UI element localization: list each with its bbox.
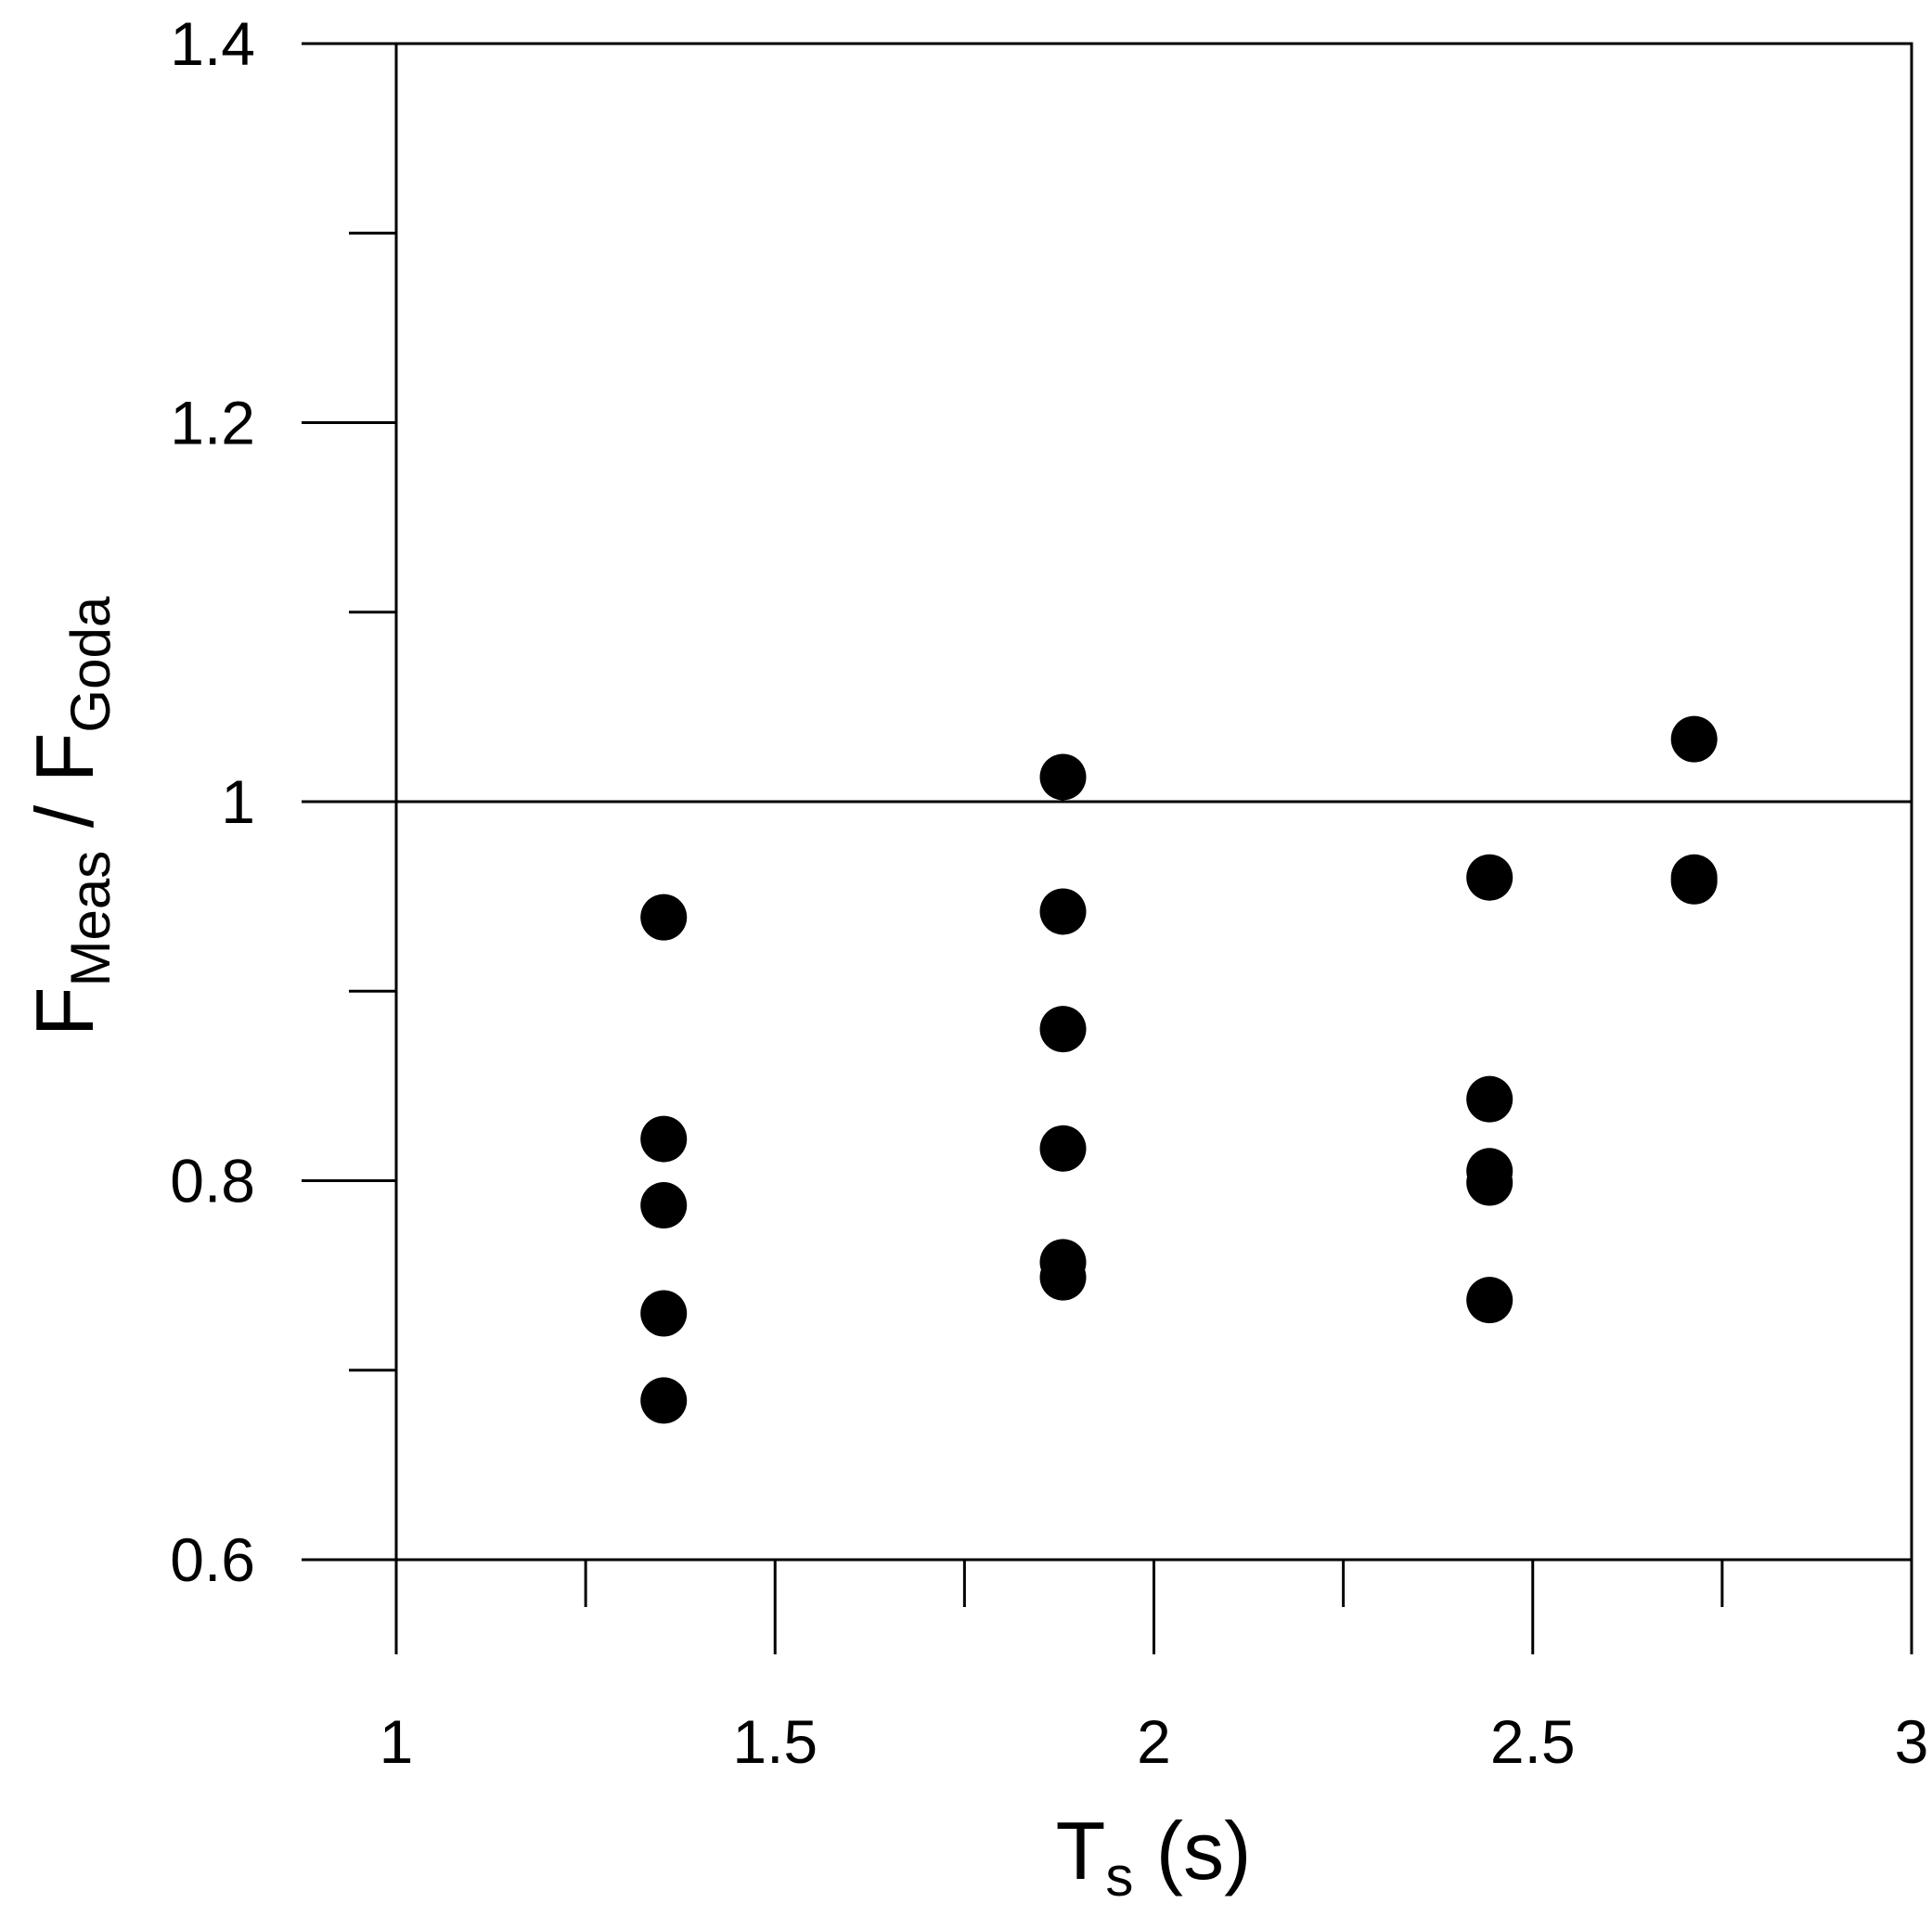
data-point (1466, 854, 1513, 901)
y-axis-title-subscript-1: Meas (59, 851, 122, 987)
data-point (640, 1290, 688, 1337)
y-axis-title: FMeas / FGoda (19, 596, 122, 1036)
data-point (1466, 1159, 1513, 1206)
data-point (640, 1182, 688, 1229)
y-axis-ticks (302, 42, 396, 1562)
y-axis-tick-labels: 0.6 0.8 1 1.2 1.4 (170, 9, 255, 1594)
x-axis-ticks (394, 1560, 1913, 1654)
data-point (1039, 888, 1087, 935)
data-point (1670, 857, 1718, 905)
y-tick-label: 1.2 (170, 389, 255, 457)
x-axis-title: Ts (s) (1056, 1805, 1252, 1908)
data-point (1039, 1125, 1087, 1172)
x-axis-title-unit: (s) (1133, 1805, 1251, 1897)
y-axis-title-subscript-2: Goda (59, 596, 122, 732)
x-axis-title-main: T (1056, 1805, 1106, 1897)
y-tick-label: 1 (221, 767, 255, 836)
y-tick-label: 1.4 (170, 9, 255, 78)
x-tick-label: 1 (380, 1707, 414, 1776)
data-point (640, 894, 688, 941)
y-axis-title-separator: / (19, 782, 110, 850)
x-axis-title-subscript: s (1105, 1845, 1133, 1908)
data-point (640, 1377, 688, 1424)
y-tick-label: 0.8 (170, 1147, 255, 1215)
data-point (1039, 1254, 1087, 1301)
data-point (1466, 1277, 1513, 1324)
x-tick-label: 1.5 (732, 1707, 818, 1776)
x-tick-label: 2.5 (1490, 1707, 1576, 1776)
data-point (640, 1115, 688, 1163)
x-tick-label: 3 (1895, 1707, 1929, 1776)
x-tick-label: 2 (1137, 1707, 1171, 1776)
x-axis-tick-labels: 1 1.5 2 2.5 3 (380, 1707, 1929, 1776)
data-point (1039, 753, 1087, 801)
y-tick-label: 0.6 (170, 1525, 255, 1594)
y-axis-title-main-1: F (19, 986, 110, 1036)
y-axis-title-main-2: F (19, 733, 110, 783)
data-point (1039, 1006, 1087, 1053)
data-points (640, 715, 1718, 1424)
data-point (1466, 1075, 1513, 1123)
data-point (1670, 715, 1718, 763)
